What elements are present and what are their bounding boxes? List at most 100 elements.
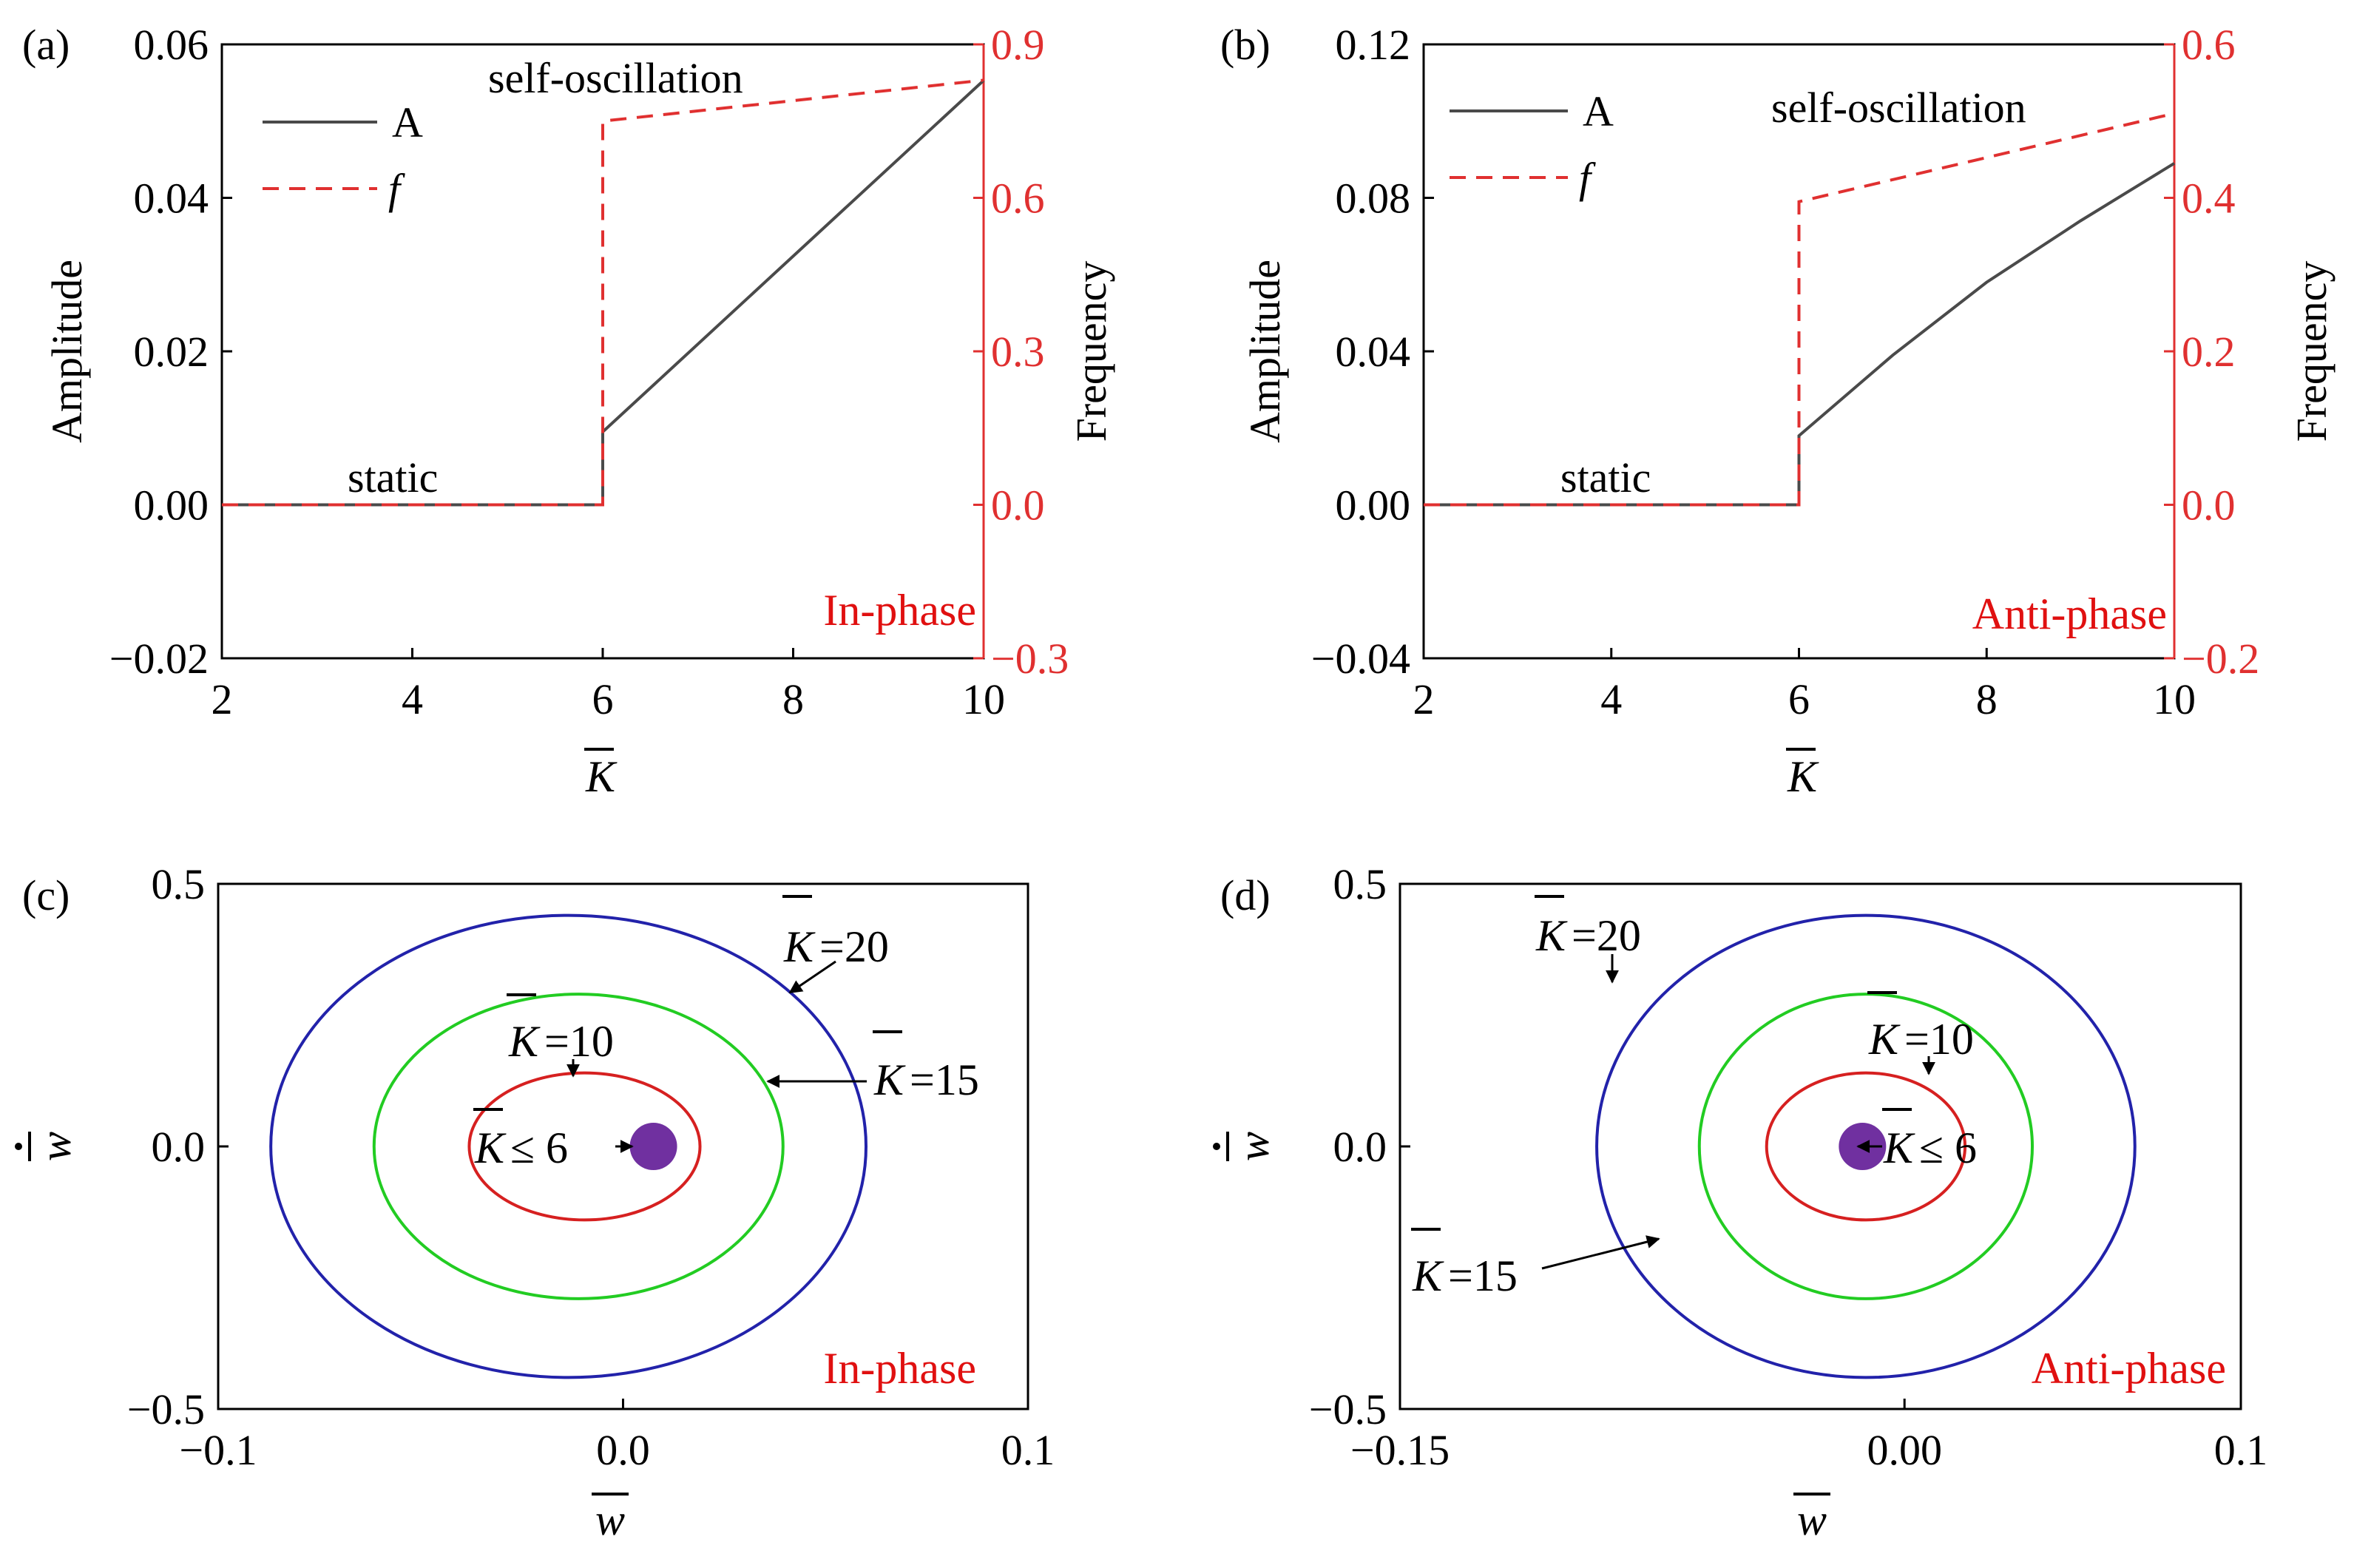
- panel-c-limit-cycles: [269, 913, 868, 1379]
- y-tick: −0.5: [1309, 1385, 1410, 1433]
- y-tick: 0.5: [152, 860, 229, 908]
- svg-text:0.12: 0.12: [1336, 21, 1411, 69]
- panel-b: (b) 2 4 6 8 10 −0.04 0.00 0.04 0.08 0.12 −0.2 0.0…: [1220, 21, 2336, 801]
- legend-a-amplitude-label: A: [392, 98, 423, 146]
- panel-b-phase-label: Anti-phase: [1972, 589, 2167, 638]
- panel-a-y-ticks: −0.02 0.00 0.02 0.04 0.06: [109, 21, 232, 683]
- svg-text:0.08: 0.08: [1336, 175, 1411, 223]
- panel-b-plot-frame: [1422, 43, 2176, 660]
- limit-cycle-k15: [1697, 993, 2035, 1300]
- svg-text:K=15: K =15: [1412, 1251, 1518, 1300]
- svg-text:0.2: 0.2: [2182, 328, 2236, 376]
- svg-text:0.5: 0.5: [1333, 860, 1387, 908]
- panel-c-label: (c): [22, 871, 70, 919]
- svg-text:K≤ 6: K ≤ 6: [474, 1123, 568, 1172]
- y-tick: −0.02: [109, 635, 232, 683]
- y2-tick: 0.2: [2164, 328, 2236, 376]
- svg-text:0.02: 0.02: [134, 328, 209, 376]
- limit-cycle-k10: [467, 1071, 702, 1222]
- y2-tick: 0.4: [2164, 175, 2236, 223]
- svg-text:K: K: [1787, 752, 1819, 801]
- panel-d-label-k15: K =15: [1411, 1228, 1660, 1300]
- y-tick: 0.0: [152, 1123, 229, 1171]
- svg-text:2: 2: [212, 675, 233, 723]
- x-tick: 8: [782, 648, 804, 723]
- svg-text:8: 8: [782, 675, 804, 723]
- y-tick: 0.00: [134, 481, 232, 530]
- panel-d-x-axis-label: w: [1793, 1493, 1830, 1544]
- svg-text:0.5: 0.5: [152, 860, 206, 908]
- svg-text:0.6: 0.6: [2182, 21, 2236, 69]
- svg-text:4: 4: [1600, 675, 1622, 723]
- y-tick: 0.04: [134, 175, 232, 223]
- svg-text:K: K: [585, 752, 618, 801]
- svg-text:K≤ 6: K ≤ 6: [1883, 1123, 1977, 1172]
- panel-c-x-axis-label: w: [592, 1493, 629, 1544]
- y2-tick: 0.3: [973, 328, 1045, 376]
- svg-text:0.0: 0.0: [152, 1123, 206, 1171]
- svg-text:−0.15: −0.15: [1350, 1426, 1450, 1474]
- svg-text:4: 4: [402, 675, 423, 723]
- panel-d-label: (d): [1220, 871, 1271, 919]
- y-tick: 0.02: [134, 328, 232, 376]
- panel-b-y2-ticks: −0.2 0.0 0.2 0.4 0.6: [2164, 21, 2259, 683]
- svg-text:0.0: 0.0: [596, 1426, 650, 1474]
- svg-text:0.1: 0.1: [1001, 1426, 1055, 1474]
- y2-tick: 0.9: [973, 21, 1045, 69]
- svg-text:0.04: 0.04: [1336, 328, 1411, 376]
- panel-d-limit-cycles: [1595, 913, 2137, 1379]
- y-tick: −0.04: [1311, 635, 1434, 683]
- panel-c-y-axis-label: w: [15, 1132, 80, 1161]
- panel-a-static-label: static: [348, 453, 438, 501]
- panel-b-y-axis-label: Amplitude: [1241, 260, 1289, 443]
- panel-d-label-fixed-point: K ≤ 6: [1856, 1108, 1977, 1172]
- panel-b-series: [1424, 112, 2176, 507]
- panel-c-x-ticks: −0.1 0.0 0.1: [179, 1399, 1055, 1474]
- legend-a-frequency-label: f: [388, 165, 405, 213]
- svg-text:−0.04: −0.04: [1311, 635, 1410, 683]
- svg-text:−0.02: −0.02: [109, 635, 209, 683]
- y2-tick: −0.3: [973, 635, 1069, 683]
- panel-a-series: [222, 78, 985, 507]
- svg-text:8: 8: [1976, 675, 1998, 723]
- panel-d: (d) −0.15 0.00 0.1 −0.5 0.0 0.5 w w K =20 K =1…: [1213, 860, 2267, 1544]
- limit-cycle-k20: [1595, 913, 2137, 1379]
- y-tick: 0.08: [1336, 175, 1434, 223]
- panel-b-legend: A f: [1450, 87, 1614, 202]
- frequency-series-line: [222, 78, 984, 507]
- panel-a-y-axis-label: Amplitude: [43, 260, 91, 443]
- panel-a-x-axis-label: K: [584, 748, 618, 801]
- svg-text:6: 6: [592, 675, 614, 723]
- svg-text:0.0: 0.0: [2182, 481, 2236, 530]
- panel-a-legend: A f: [263, 98, 423, 213]
- panel-a-x-ticks: 2 4 6 8 10: [212, 648, 1005, 723]
- svg-text:0.00: 0.00: [134, 481, 209, 530]
- svg-text:0.00: 0.00: [1867, 1426, 1942, 1474]
- panel-d-label-k10: K =10: [1867, 991, 1974, 1075]
- y-tick: 0.5: [1333, 860, 1410, 908]
- y-tick: 0.04: [1336, 328, 1434, 376]
- svg-text:0.9: 0.9: [991, 21, 1045, 69]
- svg-text:−0.2: −0.2: [2182, 635, 2259, 683]
- panel-c-label-k10: K =10: [507, 993, 614, 1078]
- y2-tick: 0.6: [973, 175, 1045, 223]
- x-tick: 6: [1788, 648, 1810, 723]
- panel-b-label: (b): [1220, 21, 1271, 69]
- svg-text:0.04: 0.04: [134, 175, 209, 223]
- y2-tick: 0.0: [973, 481, 1045, 530]
- panel-b-x-ticks: 2 4 6 8 10: [1413, 648, 2196, 723]
- svg-text:w: w: [1797, 1496, 1827, 1544]
- svg-text:w: w: [595, 1496, 625, 1544]
- y-tick: 0.12: [1336, 21, 1434, 69]
- y-tick: −0.5: [127, 1385, 229, 1433]
- x-tick: −0.15: [1350, 1399, 1450, 1474]
- x-tick: 0.00: [1867, 1399, 1942, 1474]
- x-tick: 0.1: [2214, 1399, 2267, 1474]
- limit-cycle-k15: [372, 993, 785, 1300]
- svg-text:−0.3: −0.3: [991, 635, 1069, 683]
- panel-d-phase-label: Anti-phase: [2032, 1344, 2226, 1393]
- panel-b-x-axis-label: K: [1786, 748, 1819, 801]
- limit-cycle-k10: [1765, 1071, 1967, 1222]
- svg-text:w: w: [31, 1132, 80, 1161]
